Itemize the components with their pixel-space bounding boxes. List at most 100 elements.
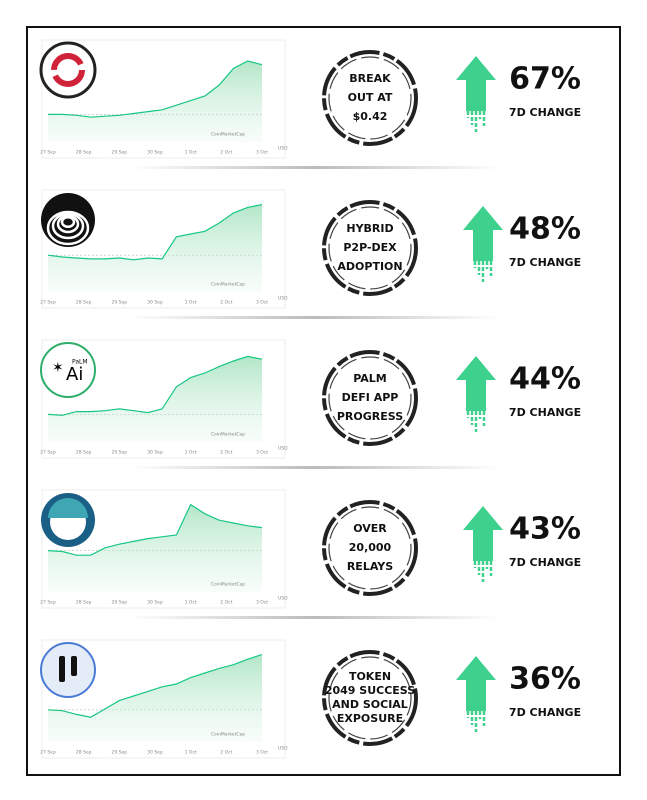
price-area <box>48 356 262 442</box>
logo-ring <box>51 53 85 87</box>
date-label: 29 Sep <box>112 450 128 456</box>
date-label: 2 Oct <box>220 300 232 306</box>
stamp-text: RELAYS <box>347 560 393 573</box>
source-label: CoinMarketCap <box>211 582 245 588</box>
date-label: 30 Sep <box>147 750 163 756</box>
logo-bar <box>59 656 65 682</box>
date-label: 27 Sep <box>40 150 56 156</box>
date-label: 1 Oct <box>185 300 197 306</box>
stamp-ring <box>322 200 418 296</box>
date-label: 27 Sep <box>40 300 56 306</box>
logo-text: PaLM <box>72 359 88 366</box>
stamp-ring <box>322 500 418 596</box>
source-label: CoinMarketCap <box>211 732 245 738</box>
stamp-ring <box>322 50 418 146</box>
logo <box>39 41 97 99</box>
stamp-text: OVER <box>353 522 387 535</box>
change-label: 7D CHANGE <box>509 256 581 269</box>
date-label: 28 Sep <box>76 750 92 756</box>
logo-ring <box>51 212 85 240</box>
date-label: 2 Oct <box>220 750 232 756</box>
date-label: 28 Sep <box>76 150 92 156</box>
date-label: 1 Oct <box>185 750 197 756</box>
change-label: 7D CHANGE <box>509 706 581 719</box>
stamp-text: PALM <box>353 372 387 385</box>
logo-ring <box>46 210 90 246</box>
separator <box>130 466 500 469</box>
change-label: 7D CHANGE <box>509 406 581 419</box>
logo-icon: ✶ <box>52 360 64 376</box>
date-label: 1 Oct <box>185 450 197 456</box>
change-value: 67% <box>509 62 581 97</box>
price-area <box>48 61 262 142</box>
price-line <box>48 60 263 118</box>
price-area <box>48 504 262 592</box>
date-label: 2 Oct <box>220 150 232 156</box>
date-label: 29 Sep <box>112 150 128 156</box>
logo-text: Ai <box>66 364 83 385</box>
change-label: 7D CHANGE <box>509 556 581 569</box>
price-line <box>47 654 263 718</box>
change-value: 36% <box>509 662 581 697</box>
date-label: 2 Oct <box>220 600 232 606</box>
separator <box>130 166 500 169</box>
arrow <box>456 56 496 111</box>
stamp-text: 20,000 <box>349 541 392 554</box>
stamp-text: OUT AT <box>348 91 393 104</box>
separator <box>130 316 500 319</box>
date-label: 27 Sep <box>40 600 56 606</box>
stamp-ring <box>328 56 412 140</box>
date-label: 30 Sep <box>147 150 163 156</box>
price-line <box>47 503 263 556</box>
date-label: 3 Oct <box>256 450 268 456</box>
logo-bar <box>71 656 77 676</box>
stamp-ring <box>328 506 412 590</box>
stamp-ring <box>328 206 412 290</box>
change-value: 43% <box>509 512 581 547</box>
change-value: 48% <box>509 212 581 247</box>
date-label: 3 Oct <box>256 150 268 156</box>
arrow <box>463 206 503 261</box>
source-label: CoinMarketCap <box>211 132 245 138</box>
stamp-ring <box>328 356 412 440</box>
date-label: 29 Sep <box>112 300 128 306</box>
date-label: 3 Oct <box>256 600 268 606</box>
stamp-ring <box>322 350 418 446</box>
currency-label: USD <box>278 596 288 602</box>
price-line <box>47 355 263 416</box>
currency-label: USD <box>278 446 288 452</box>
stamp-text: AND SOCIAL <box>332 698 408 711</box>
logo <box>40 342 96 398</box>
date-label: 30 Sep <box>147 600 163 606</box>
stamp-text: DEFI APP <box>342 391 399 404</box>
logo-cap <box>48 498 88 518</box>
stamp-text: HYBRID <box>346 222 393 235</box>
date-label: 27 Sep <box>40 750 56 756</box>
date-label: 2 Oct <box>220 450 232 456</box>
stamp-ring <box>322 650 418 746</box>
change-value: 44% <box>509 362 581 397</box>
currency-label: USD <box>278 296 288 302</box>
stamp-text: 2049 SUCCESS <box>325 684 415 697</box>
arrow <box>456 356 496 411</box>
date-label: 29 Sep <box>112 600 128 606</box>
stamp-text: EXPOSURE <box>337 712 403 725</box>
date-label: 1 Oct <box>185 150 197 156</box>
date-label: 28 Sep <box>76 450 92 456</box>
price-area <box>48 654 262 742</box>
currency-label: USD <box>278 746 288 752</box>
stamp-text: P2P-DEX <box>343 241 397 254</box>
change-label: 7D CHANGE <box>509 106 581 119</box>
date-label: 3 Oct <box>256 750 268 756</box>
source-label: CoinMarketCap <box>211 282 245 288</box>
stamp-ring <box>328 656 412 740</box>
date-label: 28 Sep <box>76 600 92 606</box>
frame <box>26 26 621 776</box>
stamp-text: ADOPTION <box>337 260 402 273</box>
date-label: 28 Sep <box>76 300 92 306</box>
logo <box>41 193 95 247</box>
source-label: CoinMarketCap <box>211 432 245 438</box>
arrow <box>456 656 496 711</box>
price-line <box>47 204 263 261</box>
stamp-text: TOKEN <box>349 670 391 683</box>
